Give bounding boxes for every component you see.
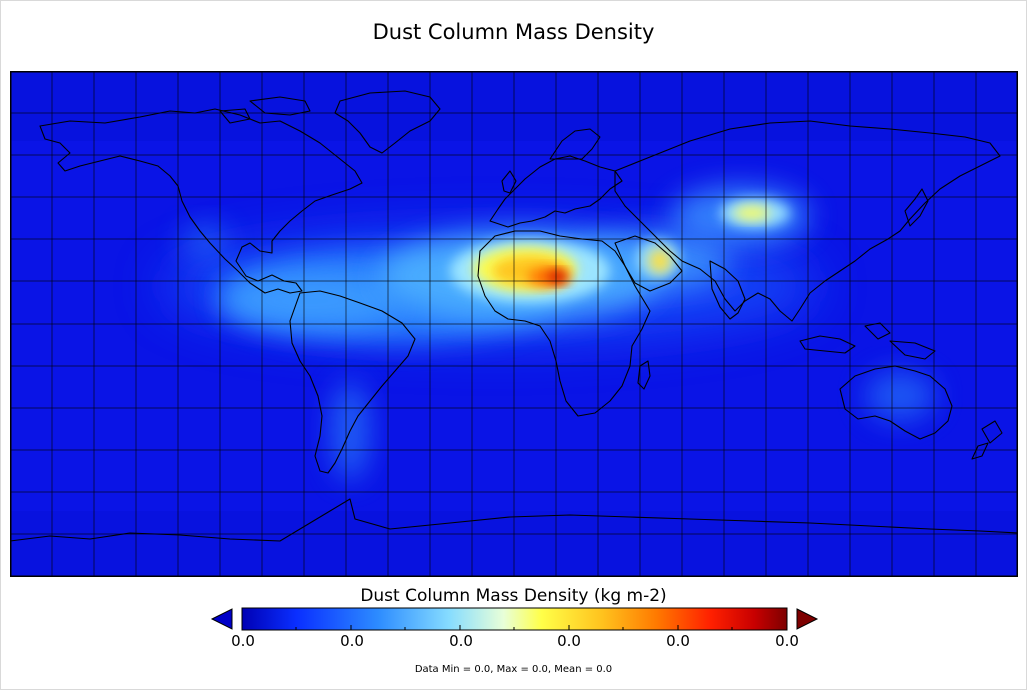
gridlines (10, 71, 1018, 577)
map-border (10, 71, 1018, 577)
coastlines (10, 90, 1018, 542)
colorbar-tick-label: 0.0 (775, 632, 799, 650)
colorbar-tick-label: 0.0 (231, 632, 255, 650)
colorbar-tick-label: 0.0 (557, 632, 581, 650)
colorbar-min-arrow (210, 608, 233, 630)
colorbar (210, 607, 819, 631)
colorbar-tick-label: 0.0 (340, 632, 364, 650)
colorbar-max-arrow (796, 608, 819, 630)
data-stats: Data Min = 0.0, Max = 0.0, Mean = 0.0 (414, 664, 613, 675)
colorbar-tick-label: 0.0 (666, 632, 690, 650)
dust-field (160, 186, 935, 481)
plot-title: Dust Column Mass Density (372, 20, 655, 44)
colorbar-tick-label: 0.0 (449, 632, 473, 650)
world-map (10, 71, 1018, 577)
colorbar-gradient (241, 607, 788, 631)
colorbar-label: Dust Column Mass Density (kg m-2) (360, 586, 667, 606)
